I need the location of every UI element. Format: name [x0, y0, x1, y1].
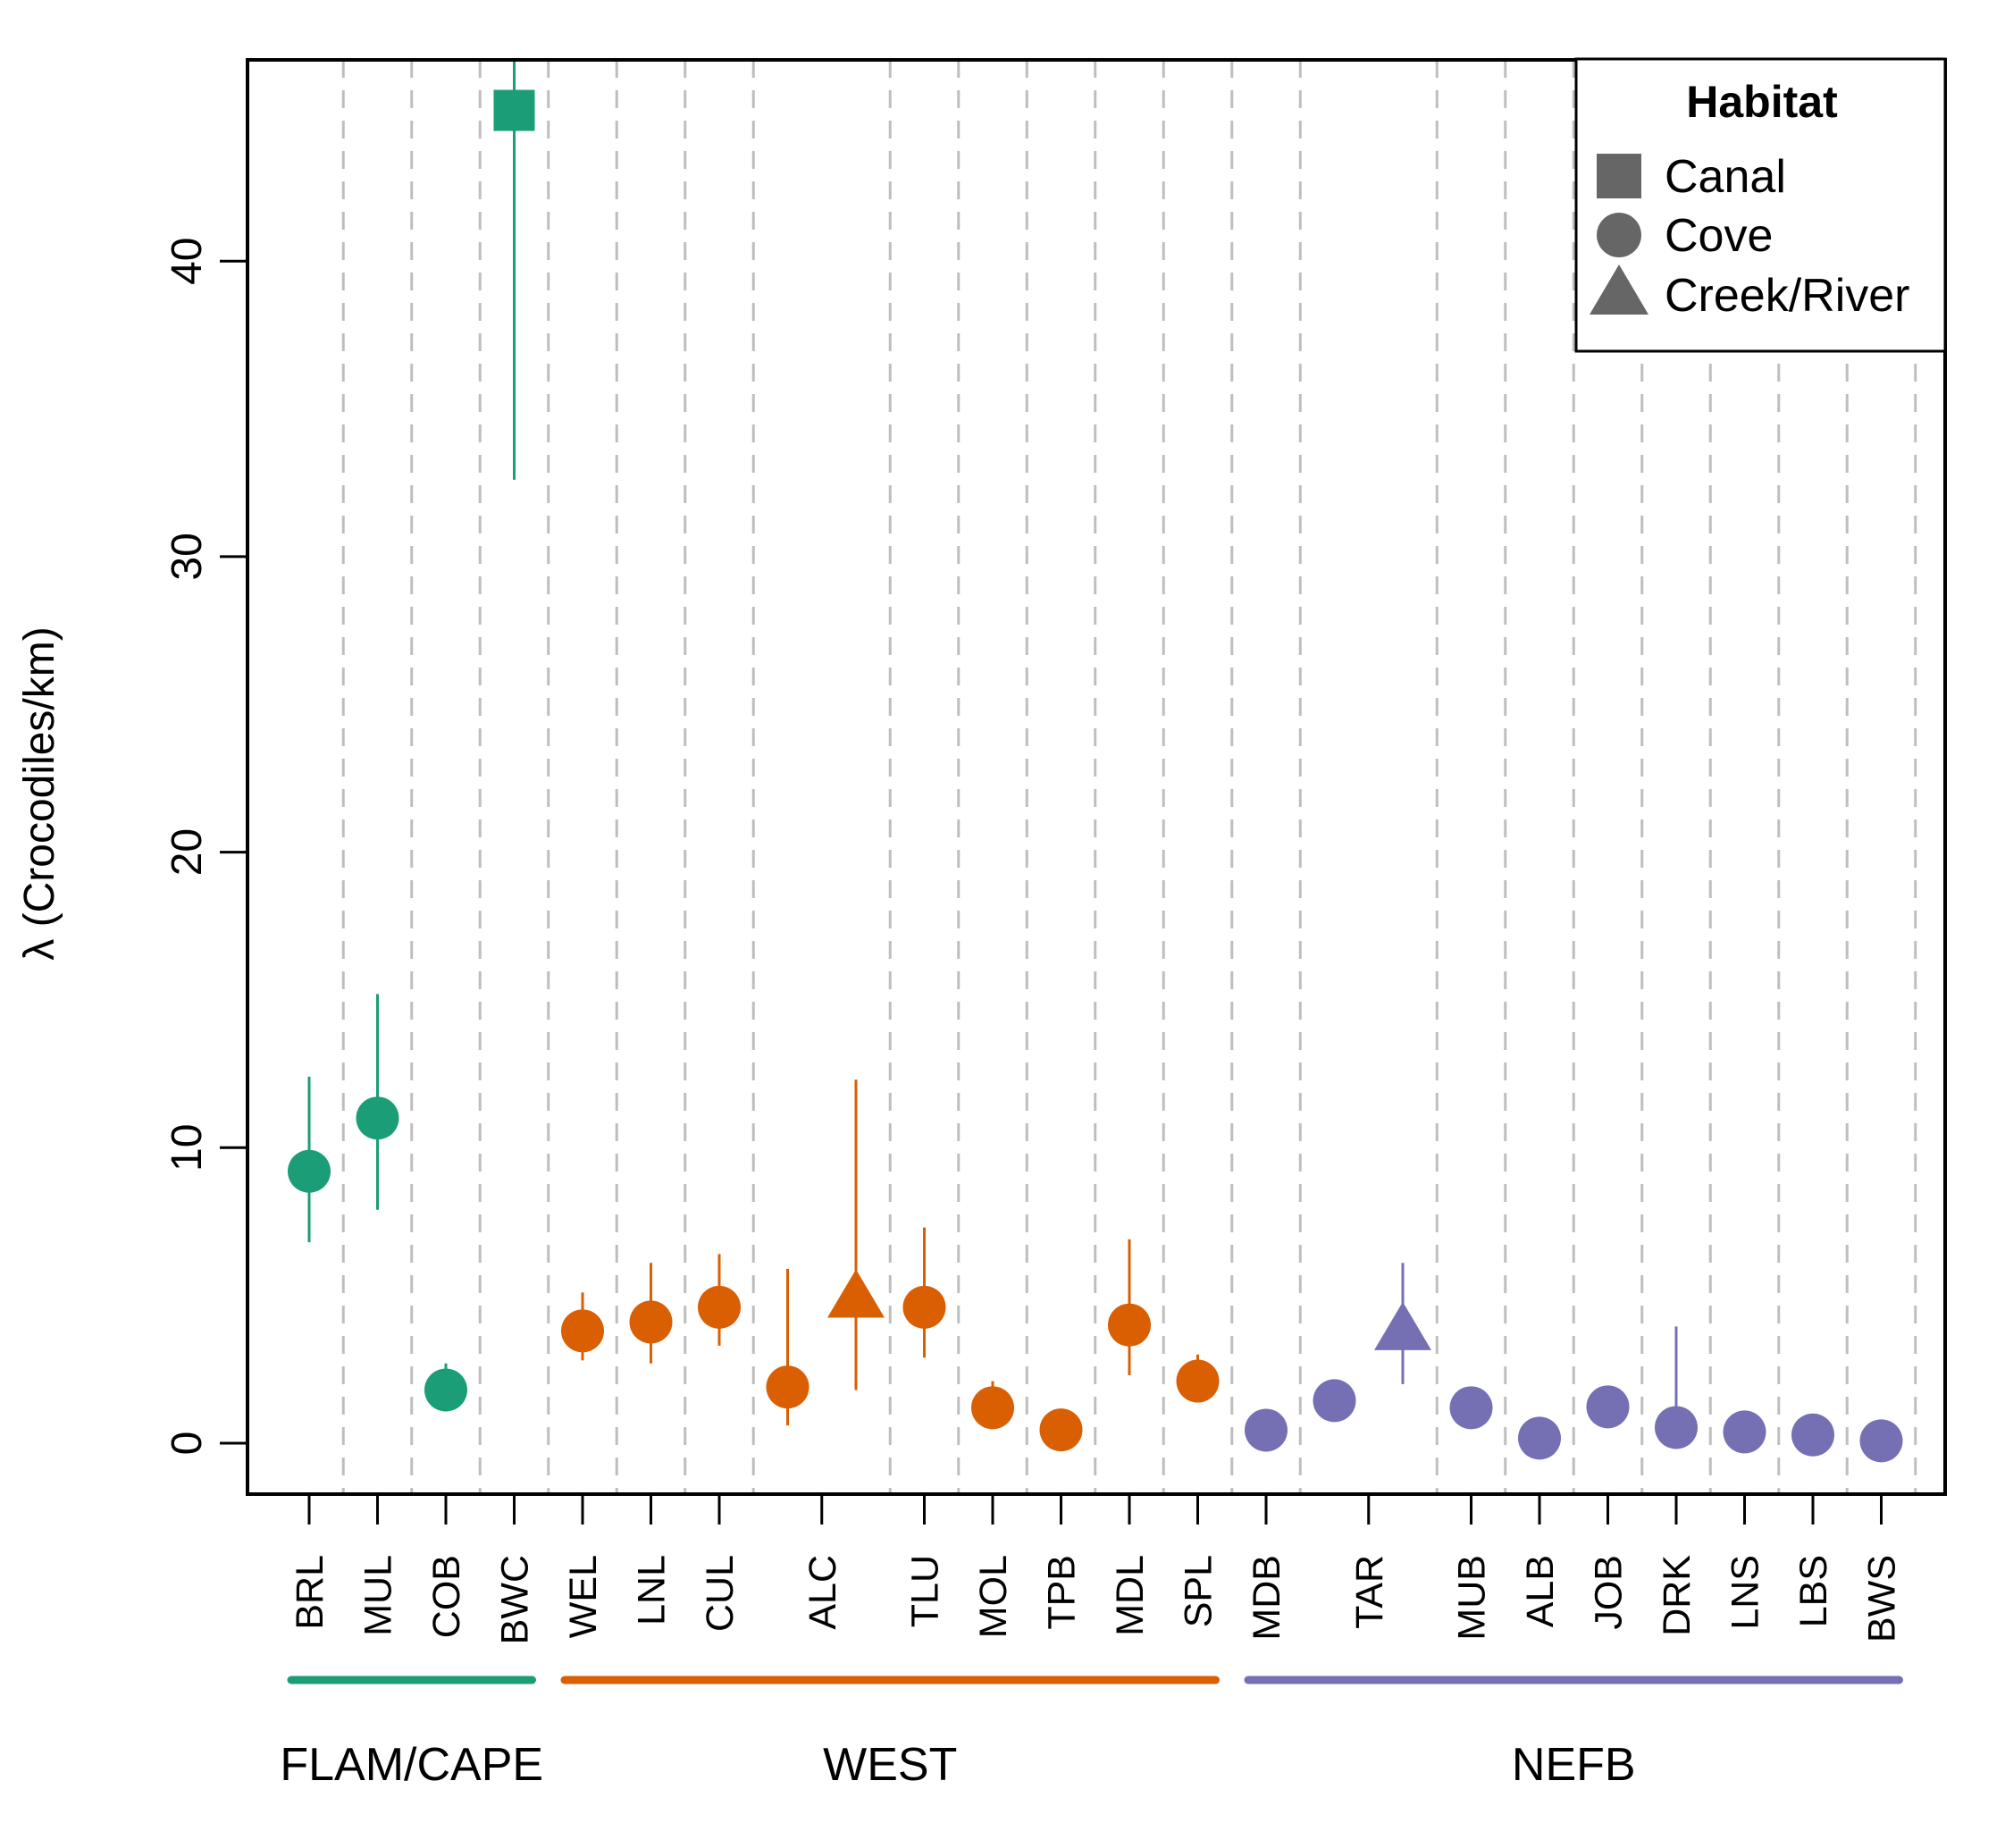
marker-circle: [561, 1309, 604, 1353]
data-point-alc: [827, 1079, 885, 1390]
x-tick-label-mol: MOL: [972, 1555, 1015, 1638]
legend-title: Habitat: [1686, 77, 1838, 127]
y-tick-label: 40: [164, 238, 211, 285]
marker-circle: [1586, 1385, 1630, 1429]
marker-circle: [356, 1096, 399, 1140]
marker-circle: [1859, 1419, 1903, 1463]
legend-entry-creek-river: Creek/River: [1590, 265, 1910, 322]
data-point-cob: [424, 1363, 467, 1412]
x-tick-label-drk: DRK: [1656, 1555, 1699, 1636]
data-point-tar: [1313, 1379, 1356, 1423]
marker-circle: [629, 1300, 673, 1344]
marker-triangle: [827, 1269, 885, 1318]
x-tick-label-tpb: TPB: [1041, 1555, 1084, 1630]
data-point-alc: [766, 1268, 810, 1426]
marker-circle: [698, 1285, 741, 1329]
marker-circle: [1723, 1410, 1766, 1454]
data-point-tpb: [1039, 1408, 1083, 1452]
x-tick-label-spl: SPL: [1178, 1555, 1221, 1627]
marker-triangle: [1374, 1301, 1431, 1350]
x-tick-label-bws: BWS: [1861, 1555, 1904, 1642]
marker-square: [493, 89, 535, 131]
marker-circle: [1791, 1413, 1834, 1457]
y-tick-label: 10: [164, 1124, 211, 1172]
marker-circle: [902, 1285, 946, 1329]
marker-circle: [1313, 1379, 1356, 1423]
legend-label: Creek/River: [1665, 270, 1910, 322]
x-axis: BRL MUL COB BWC WEL LNL CUL ALC TLU MOL TPB MDL SPL M…: [289, 1494, 1904, 1644]
x-tick-label-cob: COB: [425, 1555, 468, 1638]
marker-circle: [1518, 1416, 1561, 1460]
y-tick-label: 0: [164, 1432, 211, 1456]
data-point-spl: [1176, 1354, 1220, 1403]
data-marks: [288, 60, 1903, 1463]
marker-circle: [424, 1368, 467, 1412]
data-point-lnl: [629, 1263, 673, 1364]
x-tick-label-lnl: LNL: [631, 1555, 674, 1625]
marker-circle: [971, 1386, 1014, 1430]
x-tick-label-cul: CUL: [699, 1555, 742, 1632]
data-point-wel: [561, 1292, 604, 1361]
data-point-mul: [356, 994, 399, 1210]
data-point-tlu: [902, 1227, 946, 1358]
marker-circle: [1108, 1303, 1151, 1347]
marker-circle: [1449, 1386, 1493, 1430]
group-label-nefb: NEFB: [1512, 1739, 1636, 1791]
x-tick-label-mdb: MDB: [1246, 1555, 1288, 1641]
data-point-job: [1586, 1385, 1630, 1429]
legend-entry-cove: Cove: [1597, 210, 1773, 262]
y-axis: 0 10 20 30 40: [164, 238, 247, 1456]
legend-label: Canal: [1665, 151, 1786, 203]
x-tick-label-alc: ALC: [801, 1555, 844, 1630]
x-tick-label-bwc: BWC: [494, 1555, 537, 1644]
x-tick-label-tar: TAR: [1348, 1555, 1391, 1629]
plot-frame: [246, 58, 1947, 1496]
data-point-mub: [1449, 1386, 1493, 1430]
data-point-lbs: [1791, 1413, 1834, 1457]
marker-circle: [288, 1149, 331, 1193]
data-point-mdl: [1108, 1239, 1151, 1375]
legend-square-icon: [1597, 154, 1641, 198]
group-annotations: FLAM/CAPE WEST NEFB: [280, 1676, 1903, 1791]
data-point-bwc: [493, 60, 535, 480]
group-label-flam-cape: FLAM/CAPE: [280, 1739, 543, 1791]
site-separators: [341, 60, 1917, 1494]
legend-circle-icon: [1597, 213, 1641, 257]
legend-entries: Canal Cove Creek/River: [1590, 151, 1910, 322]
data-point-cul: [698, 1254, 741, 1346]
data-point-brl: [288, 1076, 331, 1243]
legend-entry-canal: Canal: [1597, 151, 1786, 203]
marker-circle: [1039, 1408, 1083, 1452]
x-tick-label-lbs: LBS: [1792, 1555, 1835, 1627]
x-tick-label-mul: MUL: [357, 1555, 400, 1636]
x-tick-label-alb: ALB: [1519, 1555, 1562, 1627]
y-tick-label: 30: [164, 533, 211, 580]
legend-label: Cove: [1665, 210, 1773, 262]
group-label-west: WEST: [823, 1739, 957, 1791]
marker-circle: [1176, 1359, 1220, 1403]
data-point-mdb: [1245, 1408, 1288, 1452]
x-tick-label-lns: LNS: [1724, 1555, 1767, 1630]
x-tick-label-mdl: MDL: [1109, 1555, 1152, 1636]
x-tick-label-mub: MUB: [1451, 1555, 1494, 1641]
data-point-tar: [1374, 1263, 1431, 1384]
data-point-bws: [1859, 1419, 1903, 1463]
x-tick-label-tlu: TLU: [904, 1555, 947, 1627]
data-point-alb: [1518, 1416, 1561, 1460]
x-tick-label-wel: WEL: [562, 1555, 605, 1638]
data-point-mol: [971, 1381, 1014, 1430]
data-point-lns: [1723, 1410, 1766, 1454]
legend-triangle-icon: [1590, 265, 1648, 315]
x-tick-label-brl: BRL: [289, 1555, 331, 1630]
marker-circle: [766, 1365, 810, 1409]
x-tick-label-job: JOB: [1588, 1555, 1631, 1630]
marker-circle: [1655, 1406, 1698, 1449]
y-axis-title: λ (Crocodiles/km): [16, 626, 63, 960]
y-tick-label: 20: [164, 828, 211, 876]
marker-circle: [1245, 1408, 1288, 1452]
legend: Habitat Canal Cove Creek/River: [1574, 57, 1947, 353]
data-point-drk: [1655, 1326, 1698, 1449]
